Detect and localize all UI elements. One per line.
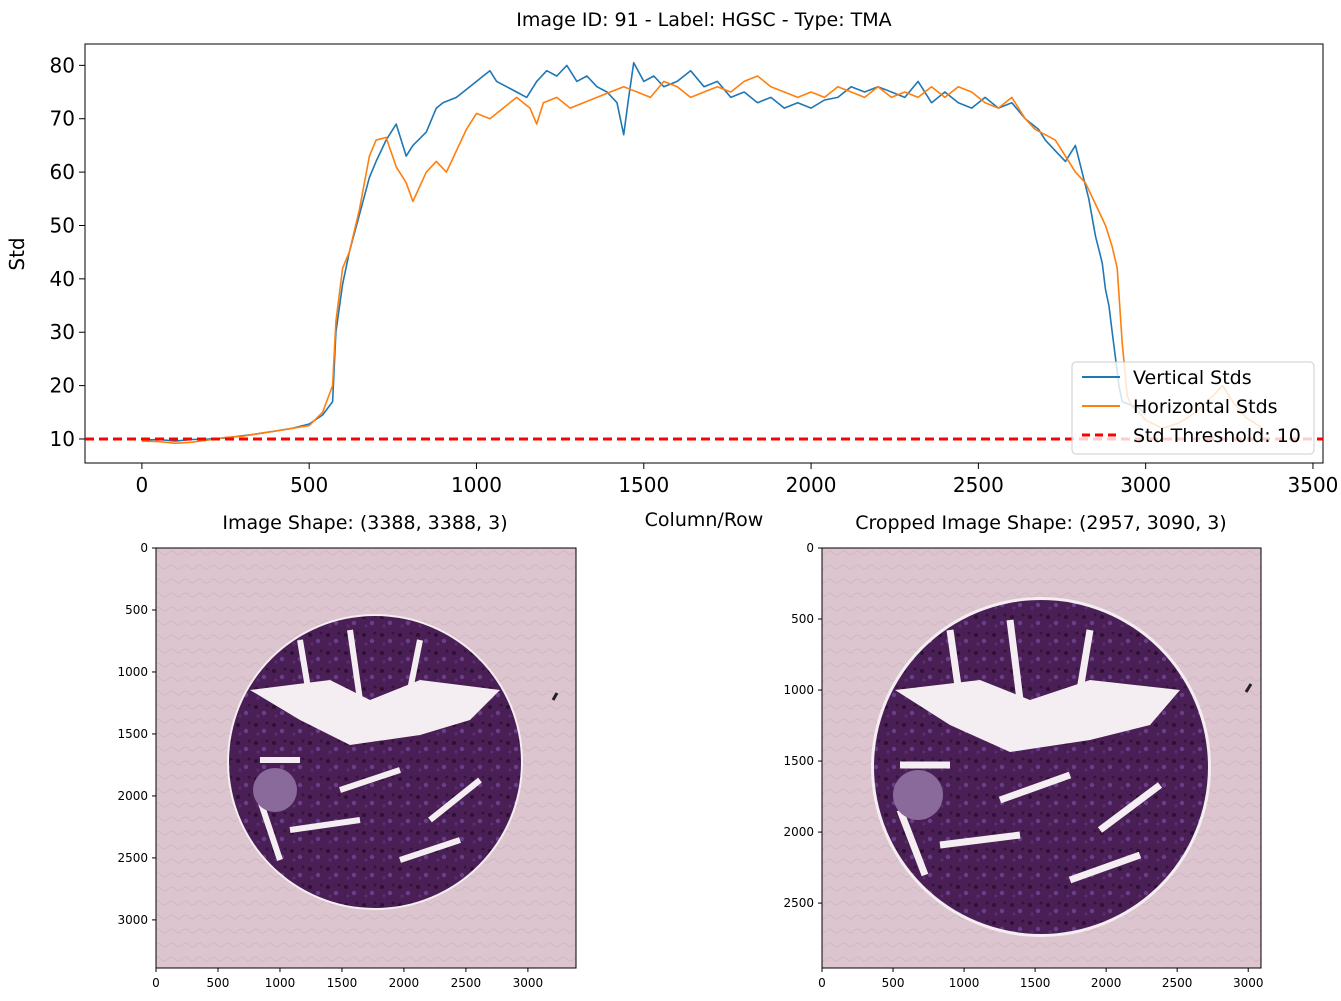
image-original-ticks: 0 500 1000 1500 2000 2500 3000 0 500 1000 1500 2000… bbox=[117, 541, 543, 990]
x-axis-label: Column/Row bbox=[645, 509, 764, 531]
y-tick-label: 0 bbox=[806, 541, 814, 555]
y-tick-label: 80 bbox=[50, 53, 75, 77]
y-tick-label: 0 bbox=[140, 541, 148, 555]
x-tick-label: 0 bbox=[818, 976, 826, 990]
x-tick-label: 500 bbox=[882, 976, 905, 990]
y-tick-label: 40 bbox=[50, 267, 75, 291]
y-tick-label: 1000 bbox=[117, 665, 148, 679]
y-tick-label: 1500 bbox=[117, 727, 148, 741]
y-tick-label: 30 bbox=[50, 320, 75, 344]
x-tick-label: 1500 bbox=[327, 976, 358, 990]
series-line-1 bbox=[141, 75, 1264, 445]
y-tick-label: 500 bbox=[125, 603, 148, 617]
x-tick-label: 0 bbox=[152, 976, 160, 990]
x-tick-label: 500 bbox=[207, 976, 230, 990]
x-tick-label: 3000 bbox=[1233, 976, 1264, 990]
x-tick-label: 1000 bbox=[949, 976, 980, 990]
x-tick-label: 2000 bbox=[786, 473, 837, 497]
y-tick-label: 500 bbox=[791, 612, 814, 626]
y-tick-label: 20 bbox=[50, 374, 75, 398]
x-tick-label: 2000 bbox=[389, 976, 420, 990]
line-chart-ticks: 0 500 1000 1500 2000 2500 3000 3500 10 20 30 40 50 60… bbox=[50, 53, 1339, 497]
x-tick-label: 0 bbox=[136, 473, 149, 497]
image-panel-cropped: Cropped Image Shape: (2957, 3090, 3) 0 50… bbox=[783, 512, 1263, 990]
legend-label-horizontal: Horizontal Stds bbox=[1133, 396, 1278, 418]
y-tick-label: 2000 bbox=[783, 825, 814, 839]
x-tick-label: 1000 bbox=[451, 473, 502, 497]
y-tick-label: 10 bbox=[50, 427, 75, 451]
image-cropped-ticks: 0 500 1000 1500 2000 2500 3000 0 500 1000 1500 2000… bbox=[783, 541, 1263, 990]
legend-box bbox=[1071, 361, 1315, 455]
dust-mark bbox=[551, 692, 559, 701]
dust-mark bbox=[1244, 683, 1253, 693]
x-tick-label: 500 bbox=[290, 473, 328, 497]
figure-title: Image ID: 91 - Label: HGSC - Type: TMA bbox=[516, 9, 891, 31]
legend-label-threshold: Std Threshold: 10 bbox=[1133, 425, 1301, 447]
image-panel-original-title: Image Shape: (3388, 3388, 3) bbox=[222, 512, 507, 534]
x-tick-label: 3500 bbox=[1288, 473, 1339, 497]
x-tick-label: 1500 bbox=[1020, 976, 1051, 990]
y-tick-label: 3000 bbox=[117, 913, 148, 927]
x-tick-label: 1500 bbox=[618, 473, 669, 497]
y-tick-label: 1500 bbox=[783, 754, 814, 768]
legend-label-vertical: Vertical Stds bbox=[1133, 367, 1252, 389]
y-tick-label: 1000 bbox=[783, 683, 814, 697]
y-tick-label: 60 bbox=[50, 160, 75, 184]
x-tick-label: 3000 bbox=[1120, 473, 1171, 497]
line-chart: 0 500 1000 1500 2000 2500 3000 3500 10 20 30 40 50 60… bbox=[5, 43, 1339, 531]
legend: Vertical Stds Horizontal Stds Std Thresh… bbox=[1071, 361, 1315, 455]
x-tick-label: 3000 bbox=[513, 976, 544, 990]
y-axis-label: Std bbox=[5, 237, 29, 270]
y-tick-label: 50 bbox=[50, 213, 75, 237]
x-tick-label: 2500 bbox=[1162, 976, 1193, 990]
y-tick-label: 2500 bbox=[117, 851, 148, 865]
tissue-core-cropped bbox=[871, 597, 1211, 937]
image-panel-original: Image Shape: (3388, 3388, 3) 0 500 1000 150… bbox=[117, 512, 577, 990]
image-panel-cropped-title: Cropped Image Shape: (2957, 3090, 3) bbox=[855, 512, 1226, 534]
x-tick-label: 2500 bbox=[451, 976, 482, 990]
y-tick-label: 2500 bbox=[783, 896, 814, 910]
y-tick-label: 70 bbox=[50, 107, 75, 131]
x-tick-label: 2500 bbox=[953, 473, 1004, 497]
y-tick-label: 2000 bbox=[117, 789, 148, 803]
tissue-core-original bbox=[227, 614, 523, 910]
line-chart-series bbox=[85, 61, 1323, 445]
x-tick-label: 1000 bbox=[265, 976, 296, 990]
x-tick-label: 2000 bbox=[1091, 976, 1122, 990]
